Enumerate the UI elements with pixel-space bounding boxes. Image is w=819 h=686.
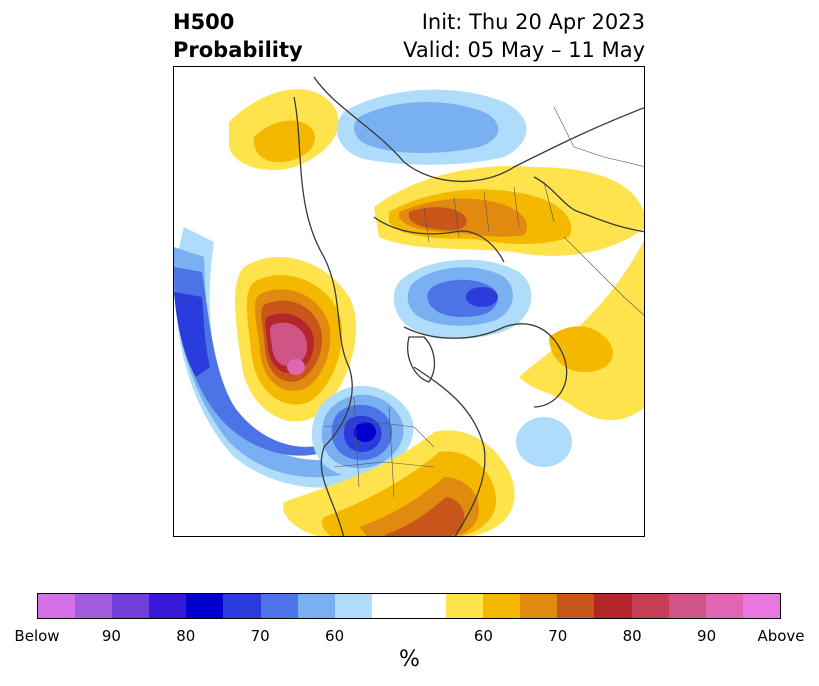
colorbar-swatch [557,594,595,618]
colorbar-swatch [520,594,558,618]
anomaly-arctic-trough [393,259,532,339]
colorbar-tick-label: 70 [548,627,568,645]
colorbar-swatch [186,594,224,618]
colorbar-swatch [668,594,706,618]
colorbar-swatch [223,594,261,618]
colorbar-swatch [38,594,76,618]
probability-map [173,66,645,537]
colorbar-tick-label: 90 [697,627,717,645]
anomaly-northern-eurasia-trough [336,89,527,165]
init-date: Init: Thu 20 Apr 2023 [421,10,645,34]
chart-dates: Init: Thu 20 Apr 2023 Valid: 05 May – 11… [403,8,645,64]
colorbar-swatch [334,594,372,618]
title-product: Probability [173,38,303,62]
colorbar-swatch [446,594,484,618]
anomaly-southeast-us-ridge [283,430,515,536]
anomaly-north-atlantic-ridge [519,240,644,421]
colorbar [37,593,781,619]
chart-title: H500 Probability [173,8,303,64]
political-borders [323,106,644,498]
valid-range: Valid: 05 May – 11 May [403,38,645,62]
colorbar-swatch [742,594,780,618]
anomaly-western-na-ridge [235,257,357,422]
colorbar-swatch [631,594,669,618]
colorbar-tick-label: 80 [176,627,196,645]
colorbar-swatch [149,594,187,618]
anomaly-central-us-trough [311,385,414,478]
colorbar-swatch [297,594,335,618]
colorbar-swatch [112,594,150,618]
colorbar-swatch [408,594,447,618]
colorbar-swatch [75,594,113,618]
colorbar-swatch [483,594,521,618]
title-variable: H500 [173,10,235,34]
colorbar-tick-label: 90 [101,627,121,645]
colorbar-tick-label: 60 [473,627,493,645]
colorbar-tick-label: 60 [325,627,345,645]
colorbar-tick-label: 70 [250,627,270,645]
colorbar-swatch [594,594,632,618]
map-svg [174,76,644,536]
colorbar-unit: % [399,647,420,672]
colorbar-tick-label: Above [757,627,805,645]
colorbar-swatch [705,594,743,618]
colorbar-tick-label: Below [14,627,60,645]
colorbar-ticks: Below 90 80 70 60 60 70 80 90 Above [14,619,804,645]
anomaly-eastern-pacific-trough [174,227,404,488]
anomaly-mid-atlantic-trough [516,417,572,467]
colorbar-swatch [260,594,298,618]
colorbar-swatch [371,594,409,618]
colorbar-tick-label: 80 [622,627,642,645]
coastlines [293,76,644,536]
